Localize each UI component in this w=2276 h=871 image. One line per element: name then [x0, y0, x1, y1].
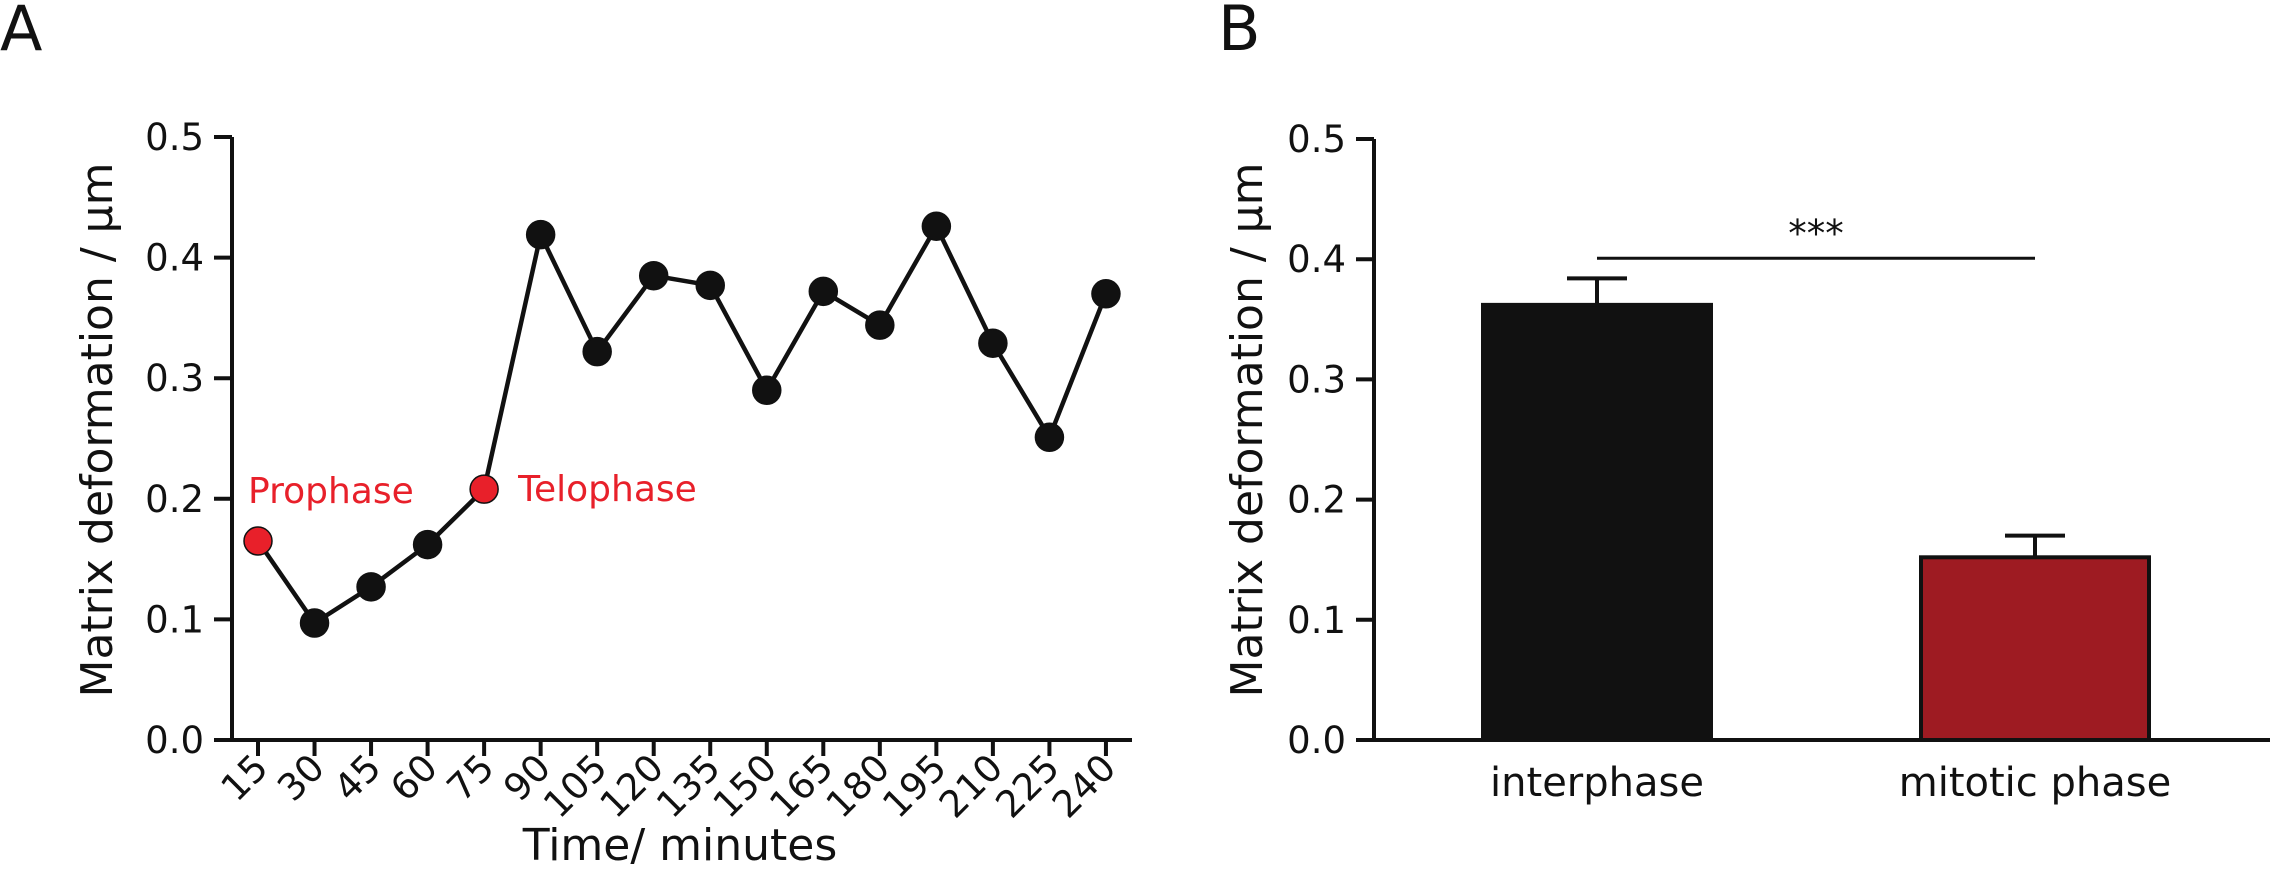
- data-point: [865, 310, 895, 340]
- x-axis-label-a: Time/ minutes: [522, 820, 838, 871]
- category-label: interphase: [1490, 760, 1704, 806]
- data-point: [243, 526, 273, 556]
- annotation-label: Telophase: [517, 469, 697, 510]
- y-tick-label: 0.5: [1287, 118, 1346, 161]
- y-tick-label: 0.0: [1287, 719, 1346, 762]
- data-point: [752, 375, 782, 406]
- x-tick-label: 60: [382, 746, 446, 810]
- data-point: [412, 529, 443, 560]
- x-tick-label: 45: [326, 746, 390, 810]
- y-axis-label-a: Matrix deformation / µm: [72, 162, 123, 697]
- y-tick-label: 0.3: [145, 357, 204, 400]
- y-tick-label: 0.4: [145, 237, 204, 280]
- data-point: [808, 276, 839, 307]
- y-tick-label: 0.3: [1287, 358, 1346, 401]
- panel-letter-a: A: [0, 0, 42, 65]
- data-point: [299, 608, 330, 638]
- annotation-label: Prophase: [248, 471, 414, 512]
- y-tick-label: 0.4: [1287, 238, 1346, 281]
- category-label: mitotic phase: [1899, 760, 2171, 806]
- y-tick-label: 0.2: [145, 478, 204, 521]
- x-tick-label: 30: [269, 746, 333, 810]
- y-tick-label: 0.1: [145, 598, 204, 641]
- data-point: [638, 260, 669, 291]
- data-point: [1091, 279, 1121, 309]
- data-point: [582, 336, 612, 367]
- y-tick-label: 0.5: [145, 116, 204, 159]
- line-chart: 0.00.10.20.30.40.51530456075901051201351…: [145, 116, 1132, 826]
- y-tick-label: 0.0: [145, 719, 204, 762]
- data-point: [978, 328, 1008, 358]
- bar-chart: 0.0 0.1 0.2 0.3 0.4 0.5 interphase mitotic phas…: [1287, 118, 2270, 806]
- y-tick-label: 0.1: [1287, 599, 1346, 642]
- x-tick-label: 240: [1044, 746, 1124, 826]
- y-axis-label-b: Matrix deformation / µm: [1222, 162, 1273, 697]
- data-point: [695, 270, 725, 301]
- data-point: [469, 474, 499, 504]
- x-tick-label: 15: [213, 746, 277, 810]
- significance-marker: ***: [1788, 212, 1844, 255]
- x-tick-label: 75: [439, 746, 503, 810]
- data-point: [921, 211, 952, 241]
- series-line: [256, 223, 1109, 626]
- y-tick-label: 0.2: [1287, 479, 1346, 522]
- data-point: [356, 572, 386, 602]
- bar: [1481, 302, 1713, 742]
- data-point: [1034, 422, 1065, 453]
- bar: [1919, 555, 2151, 743]
- data-point: [525, 219, 556, 250]
- panel-letter-b: B: [1218, 0, 1261, 65]
